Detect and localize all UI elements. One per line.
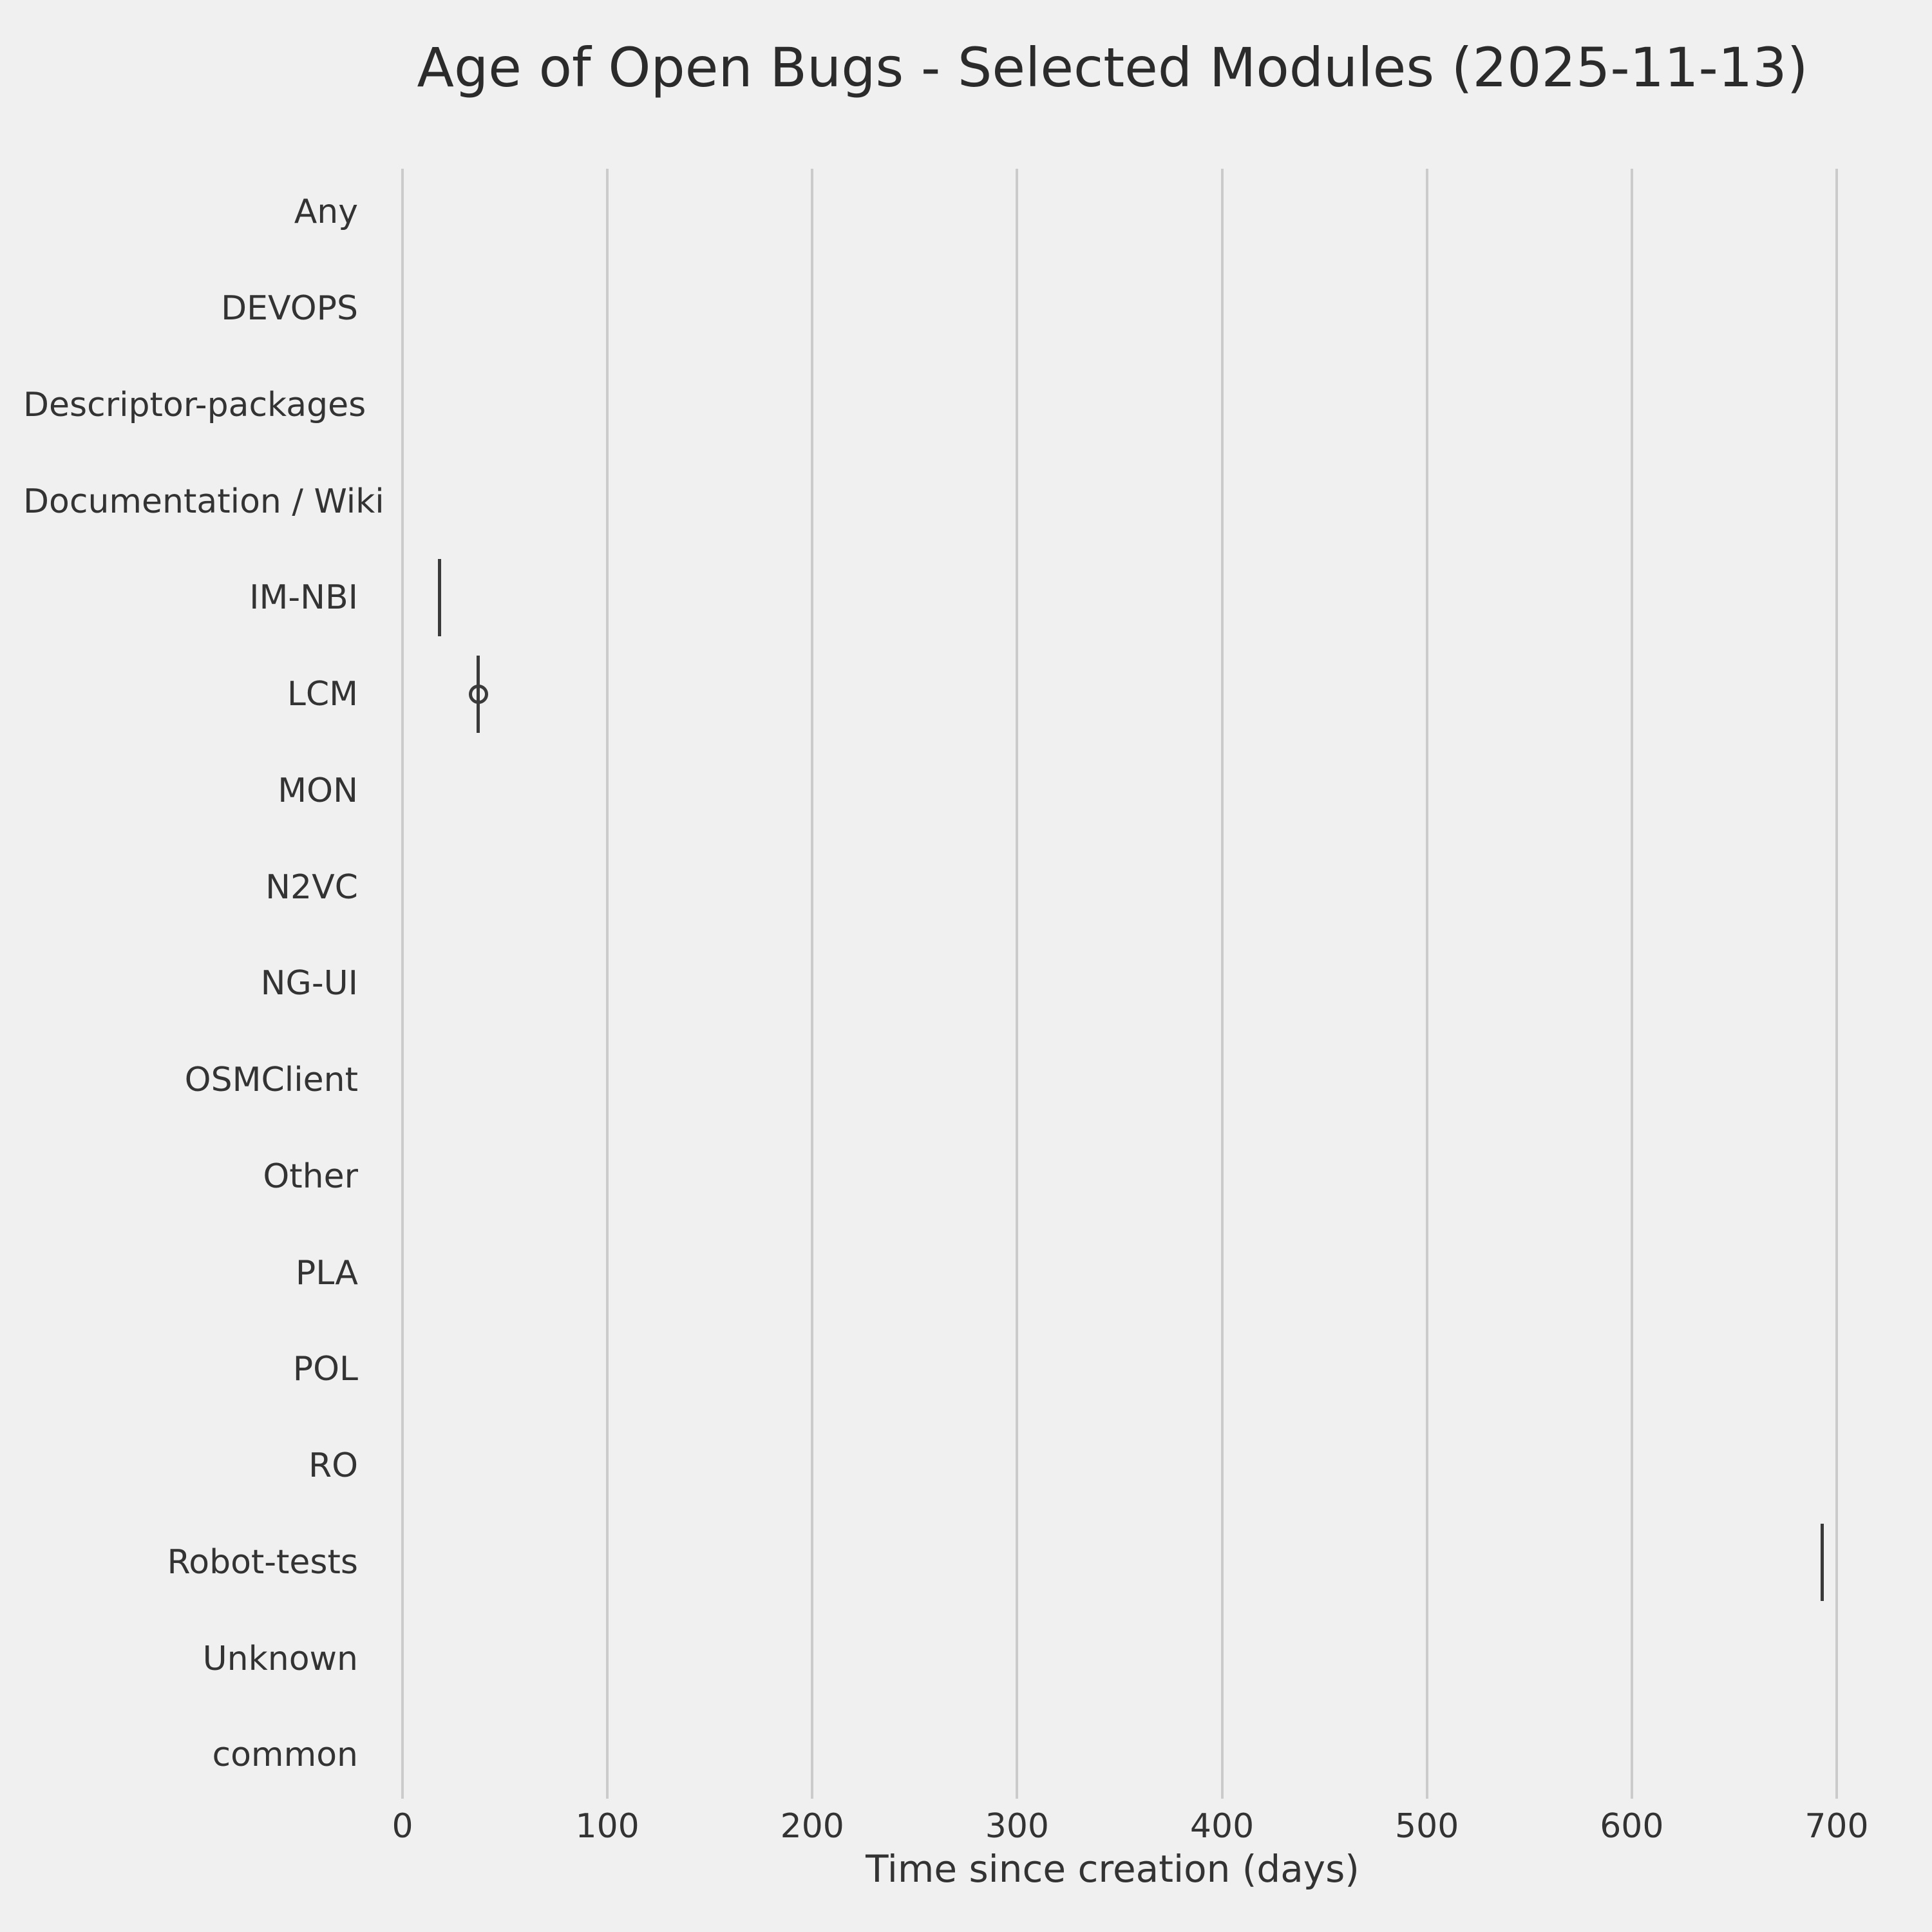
open-circle-marker-lcm — [468, 685, 488, 705]
x-tick-label-100: 100 — [575, 1807, 639, 1846]
chart-title: Age of Open Bugs - Selected Modules (202… — [417, 36, 1808, 99]
y-tick-label-osmclient: OSMClient — [184, 1061, 358, 1100]
y-tick-label-devops: DEVOPS — [221, 289, 358, 328]
x-tick-label-0: 0 — [392, 1807, 413, 1846]
x-tick-label-400: 400 — [1189, 1807, 1255, 1846]
y-tick-label-common: common — [212, 1736, 358, 1775]
y-tick-label-robot-tests: Robot-tests — [167, 1542, 358, 1582]
gridline-x-300 — [1016, 169, 1019, 1799]
y-tick-label-ro: RO — [308, 1446, 358, 1486]
y-tick-label-documentation-wiki: Documentation / Wiki — [23, 482, 384, 521]
y-tick-label-n2vc: N2VC — [265, 867, 358, 907]
gridline-x-100 — [606, 169, 609, 1799]
gridline-x-0 — [401, 169, 404, 1799]
y-tick-label-mon: MON — [278, 771, 358, 810]
y-tick-label-any: Any — [294, 193, 358, 232]
y-tick-label-unknown: Unknown — [202, 1639, 358, 1678]
boxplot-mark-robot-tests — [1821, 1523, 1824, 1601]
y-tick-label-ng-ui: NG-UI — [260, 964, 358, 1003]
y-tick-label-im-nbi: IM-NBI — [249, 578, 358, 618]
x-tick-label-300: 300 — [985, 1807, 1050, 1846]
gridline-x-700 — [1835, 169, 1838, 1799]
y-tick-label-pol: POL — [292, 1350, 358, 1389]
gridline-x-200 — [811, 169, 814, 1799]
gridline-x-400 — [1220, 169, 1224, 1799]
boxplot-mark-im-nbi — [437, 559, 441, 637]
gridline-x-600 — [1630, 169, 1633, 1799]
y-tick-label-descriptor-packages: Descriptor-packages — [23, 385, 366, 424]
y-tick-label-other: Other — [263, 1157, 358, 1196]
y-tick-label-lcm: LCM — [287, 675, 358, 714]
x-tick-label-600: 600 — [1600, 1807, 1664, 1846]
x-tick-label-200: 200 — [780, 1807, 844, 1846]
x-tick-label-500: 500 — [1395, 1807, 1459, 1846]
gridline-x-500 — [1425, 169, 1428, 1799]
x-axis-label: Time since creation (days) — [866, 1847, 1359, 1891]
y-tick-label-pla: PLA — [295, 1253, 358, 1293]
x-tick-label-700: 700 — [1804, 1807, 1869, 1846]
